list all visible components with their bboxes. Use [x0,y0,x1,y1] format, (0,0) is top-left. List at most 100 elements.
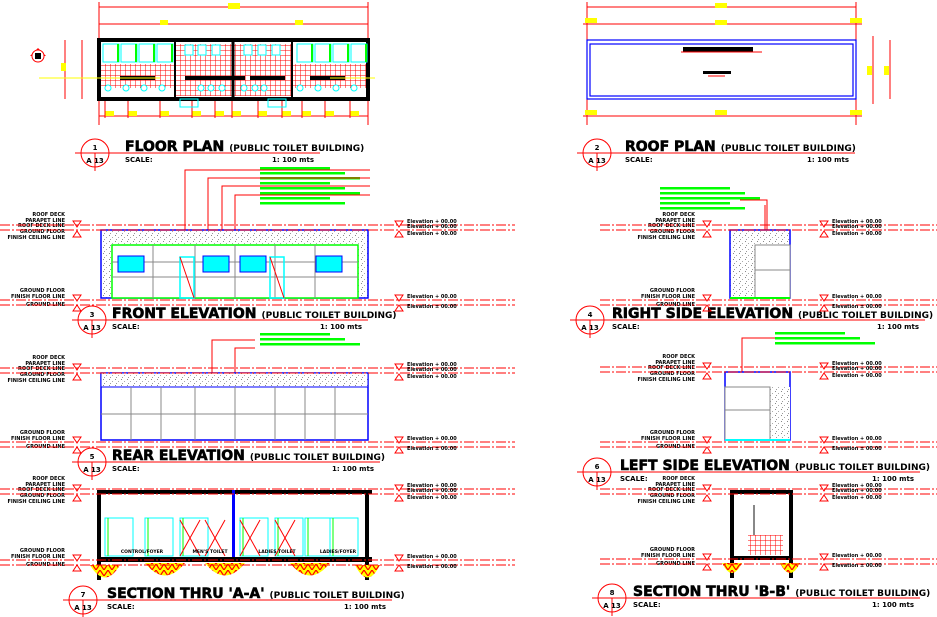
footing-soil [90,565,120,578]
urinal-icon [257,44,267,56]
column [730,490,734,578]
level-label: FINISH CEILING LINE [637,499,695,505]
column [365,490,369,580]
urinal-icon [211,44,221,56]
dimension-tag [160,111,169,116]
elevation-value: Elevation ± 00.00 [832,563,882,569]
partition [232,490,235,560]
level-triangle-icon [72,230,82,238]
door-swing [239,519,261,557]
scale-label: SCALE: [633,601,661,609]
footing-soil [145,563,185,576]
toilet-cubicle [120,43,138,63]
elevation-value: Elevation + 00.00 [407,219,457,225]
dimension-tag [128,111,137,116]
scale-label: SCALE: [620,475,648,483]
level-triangle-icon [702,484,712,492]
elevation-value: Elevation + 00.00 [832,488,882,494]
level-label: ROOF DECK LINE [648,223,696,229]
view-number: 4 [588,311,593,319]
note-text [260,167,330,170]
note-text [660,187,730,190]
level-triangle-icon [702,494,712,502]
view-number: 5 [90,453,95,461]
level-label: GROUND LINE [656,444,696,450]
view-subtitle: (PUBLIC TOILET BUILDING) [795,463,930,473]
scale-label: SCALE: [107,603,135,611]
toilet-cubicle [332,43,350,63]
rear-elevation [100,333,369,441]
lavatory-icon [314,84,322,92]
footing-soil [355,565,380,578]
dimension-tag [585,110,597,115]
front-elevation [100,167,370,299]
left-side-elevation [724,332,875,441]
view-title: LEFT SIDE ELEVATION [620,458,790,474]
level-triangle-icon [702,436,712,444]
dimension-tag [105,111,114,116]
note-text [260,182,330,185]
room-label: LADIES/FOYER [320,549,357,555]
level-label: ROOF DECK [32,355,66,361]
door-swing [269,256,285,299]
elevation-value: Elevation ± 00.00 [407,564,457,570]
sheet-number: A 13 [86,157,104,165]
level-triangle-icon [72,484,82,492]
level-triangle-icon [702,304,712,312]
elevation-value: Elevation + 00.00 [407,436,457,442]
view-subtitle: (PUBLIC TOILET BUILDING) [798,311,933,321]
view-title: FLOOR PLAN [125,139,224,155]
level-label: FINISH FLOOR LINE [11,294,66,300]
level-label: GROUND FLOOR [650,288,695,294]
partition-panel [144,517,174,557]
roof-note-bar [683,47,753,52]
slope-note [703,71,731,74]
elevation-value: Elevation + 00.00 [832,231,882,237]
elevation-value: Elevation + 00.00 [832,294,882,300]
level-triangle-icon [394,554,404,562]
dimension-tag [350,111,359,116]
dimension-tag [585,18,597,23]
title-block-section-b-b: 8 A 13 SECTION THRU 'B-B' (PUBLIC TOILET BU… [592,583,930,616]
level-label: GROUND FLOOR [650,430,695,436]
elevation-value: Elevation + 00.00 [832,373,882,379]
scale-value: 1: 100 mts [332,465,374,473]
lavatory-icon [350,84,358,92]
level-label: GROUND FLOOR [650,493,695,499]
level-label: FINISH CEILING LINE [7,499,65,505]
scale-label: SCALE: [112,465,140,473]
level-triangle-icon [72,564,82,572]
level-triangle-icon [72,554,82,562]
scale-label: SCALE: [625,156,653,164]
note-text [260,187,345,190]
partition-panel [304,517,334,557]
room-label: CONTROL/FOYER [121,549,164,555]
room-label: MEN'S TOILET [192,549,228,555]
view-number: 2 [595,144,600,152]
roof-deck [589,43,854,97]
level-triangle-icon [394,304,404,312]
counter [310,76,345,80]
elevation-value: Elevation ± 00.00 [407,304,457,310]
elevation-value: Elevation + 00.00 [832,219,882,225]
toilet-cubicle [350,43,368,63]
column [97,490,101,580]
level-triangle-icon [702,372,712,380]
level-label: GROUND FLOOR [20,372,65,378]
dimension-tag [160,20,168,25]
lavatory-icon [296,84,304,92]
dimension-tag [867,66,872,75]
dimension-tag [715,110,727,115]
elevation-value: Elevation + 00.00 [832,366,882,372]
title-block-roof-plan: 2 A 13 ROOF PLAN (PUBLIC TOILET BUILDING) SC… [577,138,856,171]
elevation-value: Elevation + 00.00 [832,553,882,559]
sheet-number: A 13 [588,157,606,165]
level-label: ROOF DECK [662,354,696,360]
note-text [775,332,845,335]
roof-band [100,372,369,388]
level-label: FINISH FLOOR LINE [641,553,696,559]
scale-value: 1: 100 mts [872,475,914,483]
view-number: 6 [595,463,600,471]
